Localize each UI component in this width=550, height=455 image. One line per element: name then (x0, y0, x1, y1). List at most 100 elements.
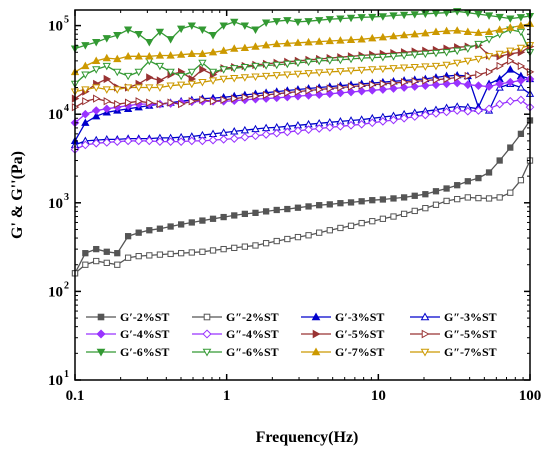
data-point (124, 98, 133, 107)
data-point (495, 99, 505, 109)
data-point (146, 73, 154, 82)
data-point (220, 213, 227, 221)
y-tick-exponent: 4 (64, 103, 69, 114)
data-point (347, 199, 355, 206)
data-point (346, 55, 356, 64)
data-point (262, 240, 270, 247)
data-point (443, 197, 450, 205)
data-point (432, 188, 440, 195)
data-point (453, 47, 462, 56)
data-point (305, 86, 313, 95)
data-point (315, 69, 324, 77)
data-point (123, 26, 133, 34)
data-point (156, 99, 165, 109)
data-point (304, 70, 313, 78)
legend-label: G′-7%ST (335, 345, 384, 359)
data-point (410, 11, 419, 19)
data-point (305, 232, 312, 239)
data-point (166, 36, 175, 44)
data-point (454, 73, 462, 82)
data-point (251, 42, 260, 50)
data-point (314, 124, 324, 133)
data-point (178, 250, 185, 257)
data-point (135, 253, 142, 260)
data-point (272, 72, 281, 80)
data-point (422, 191, 429, 198)
data-point (187, 136, 197, 146)
data-point (146, 227, 153, 234)
legend-label: G′-6%ST (120, 345, 169, 359)
data-point (325, 68, 334, 77)
data-point (199, 248, 206, 255)
data-point (219, 46, 228, 54)
data-point (272, 128, 282, 138)
data-point (507, 56, 515, 66)
data-point (346, 87, 356, 97)
data-point (188, 74, 197, 84)
data-point (495, 50, 504, 59)
data-point (378, 85, 388, 94)
data-point (209, 247, 217, 254)
data-point (315, 57, 324, 66)
data-point (272, 61, 281, 70)
data-point (293, 18, 303, 27)
data-point (474, 81, 483, 90)
data-point (283, 71, 292, 79)
data-point (209, 97, 218, 106)
legend-label: G′-5%ST (335, 327, 384, 341)
data-point (347, 222, 355, 229)
x-tick-label: 0.1 (66, 388, 85, 404)
data-point (505, 77, 515, 87)
legend-label: G′-3%ST (335, 310, 384, 324)
data-point (294, 87, 303, 96)
data-point (496, 157, 503, 164)
data-point (421, 50, 430, 59)
data-point (495, 79, 505, 89)
data-point (421, 28, 430, 37)
data-point (411, 77, 420, 86)
data-point (91, 106, 101, 115)
data-point (431, 109, 441, 118)
data-point (199, 65, 207, 74)
data-point (325, 57, 334, 65)
data-point (155, 84, 165, 92)
data-point (431, 62, 441, 71)
data-point (81, 42, 90, 50)
data-point (187, 22, 196, 30)
data-point (336, 121, 345, 131)
data-point (219, 22, 228, 30)
data-point (411, 207, 418, 215)
data-point (187, 68, 196, 77)
data-point (198, 79, 207, 87)
data-point (240, 125, 250, 134)
series-line-1 (74, 160, 531, 274)
data-point (316, 229, 323, 236)
data-point (135, 229, 142, 236)
data-point (474, 10, 483, 19)
data-point (230, 127, 239, 135)
x-tick-label: 1 (223, 388, 231, 404)
series-line-10 (74, 23, 531, 73)
data-point (453, 59, 462, 68)
data-point (123, 72, 133, 81)
data-point (304, 18, 313, 26)
data-point (314, 90, 324, 100)
data-point (389, 12, 398, 20)
data-point (325, 123, 335, 132)
data-point (208, 32, 218, 40)
data-point (495, 25, 504, 33)
data-point (442, 61, 451, 70)
data-point (166, 68, 175, 77)
legend-marker (202, 329, 212, 339)
data-point (81, 71, 90, 79)
series-markers (70, 8, 535, 277)
data-point (134, 31, 143, 39)
data-point (399, 30, 409, 39)
y-tick-exponent: 3 (64, 192, 69, 203)
data-point (378, 65, 388, 74)
data-point (102, 86, 111, 94)
data-point (369, 80, 377, 89)
data-point (188, 97, 197, 106)
plot-frame (74, 9, 531, 381)
